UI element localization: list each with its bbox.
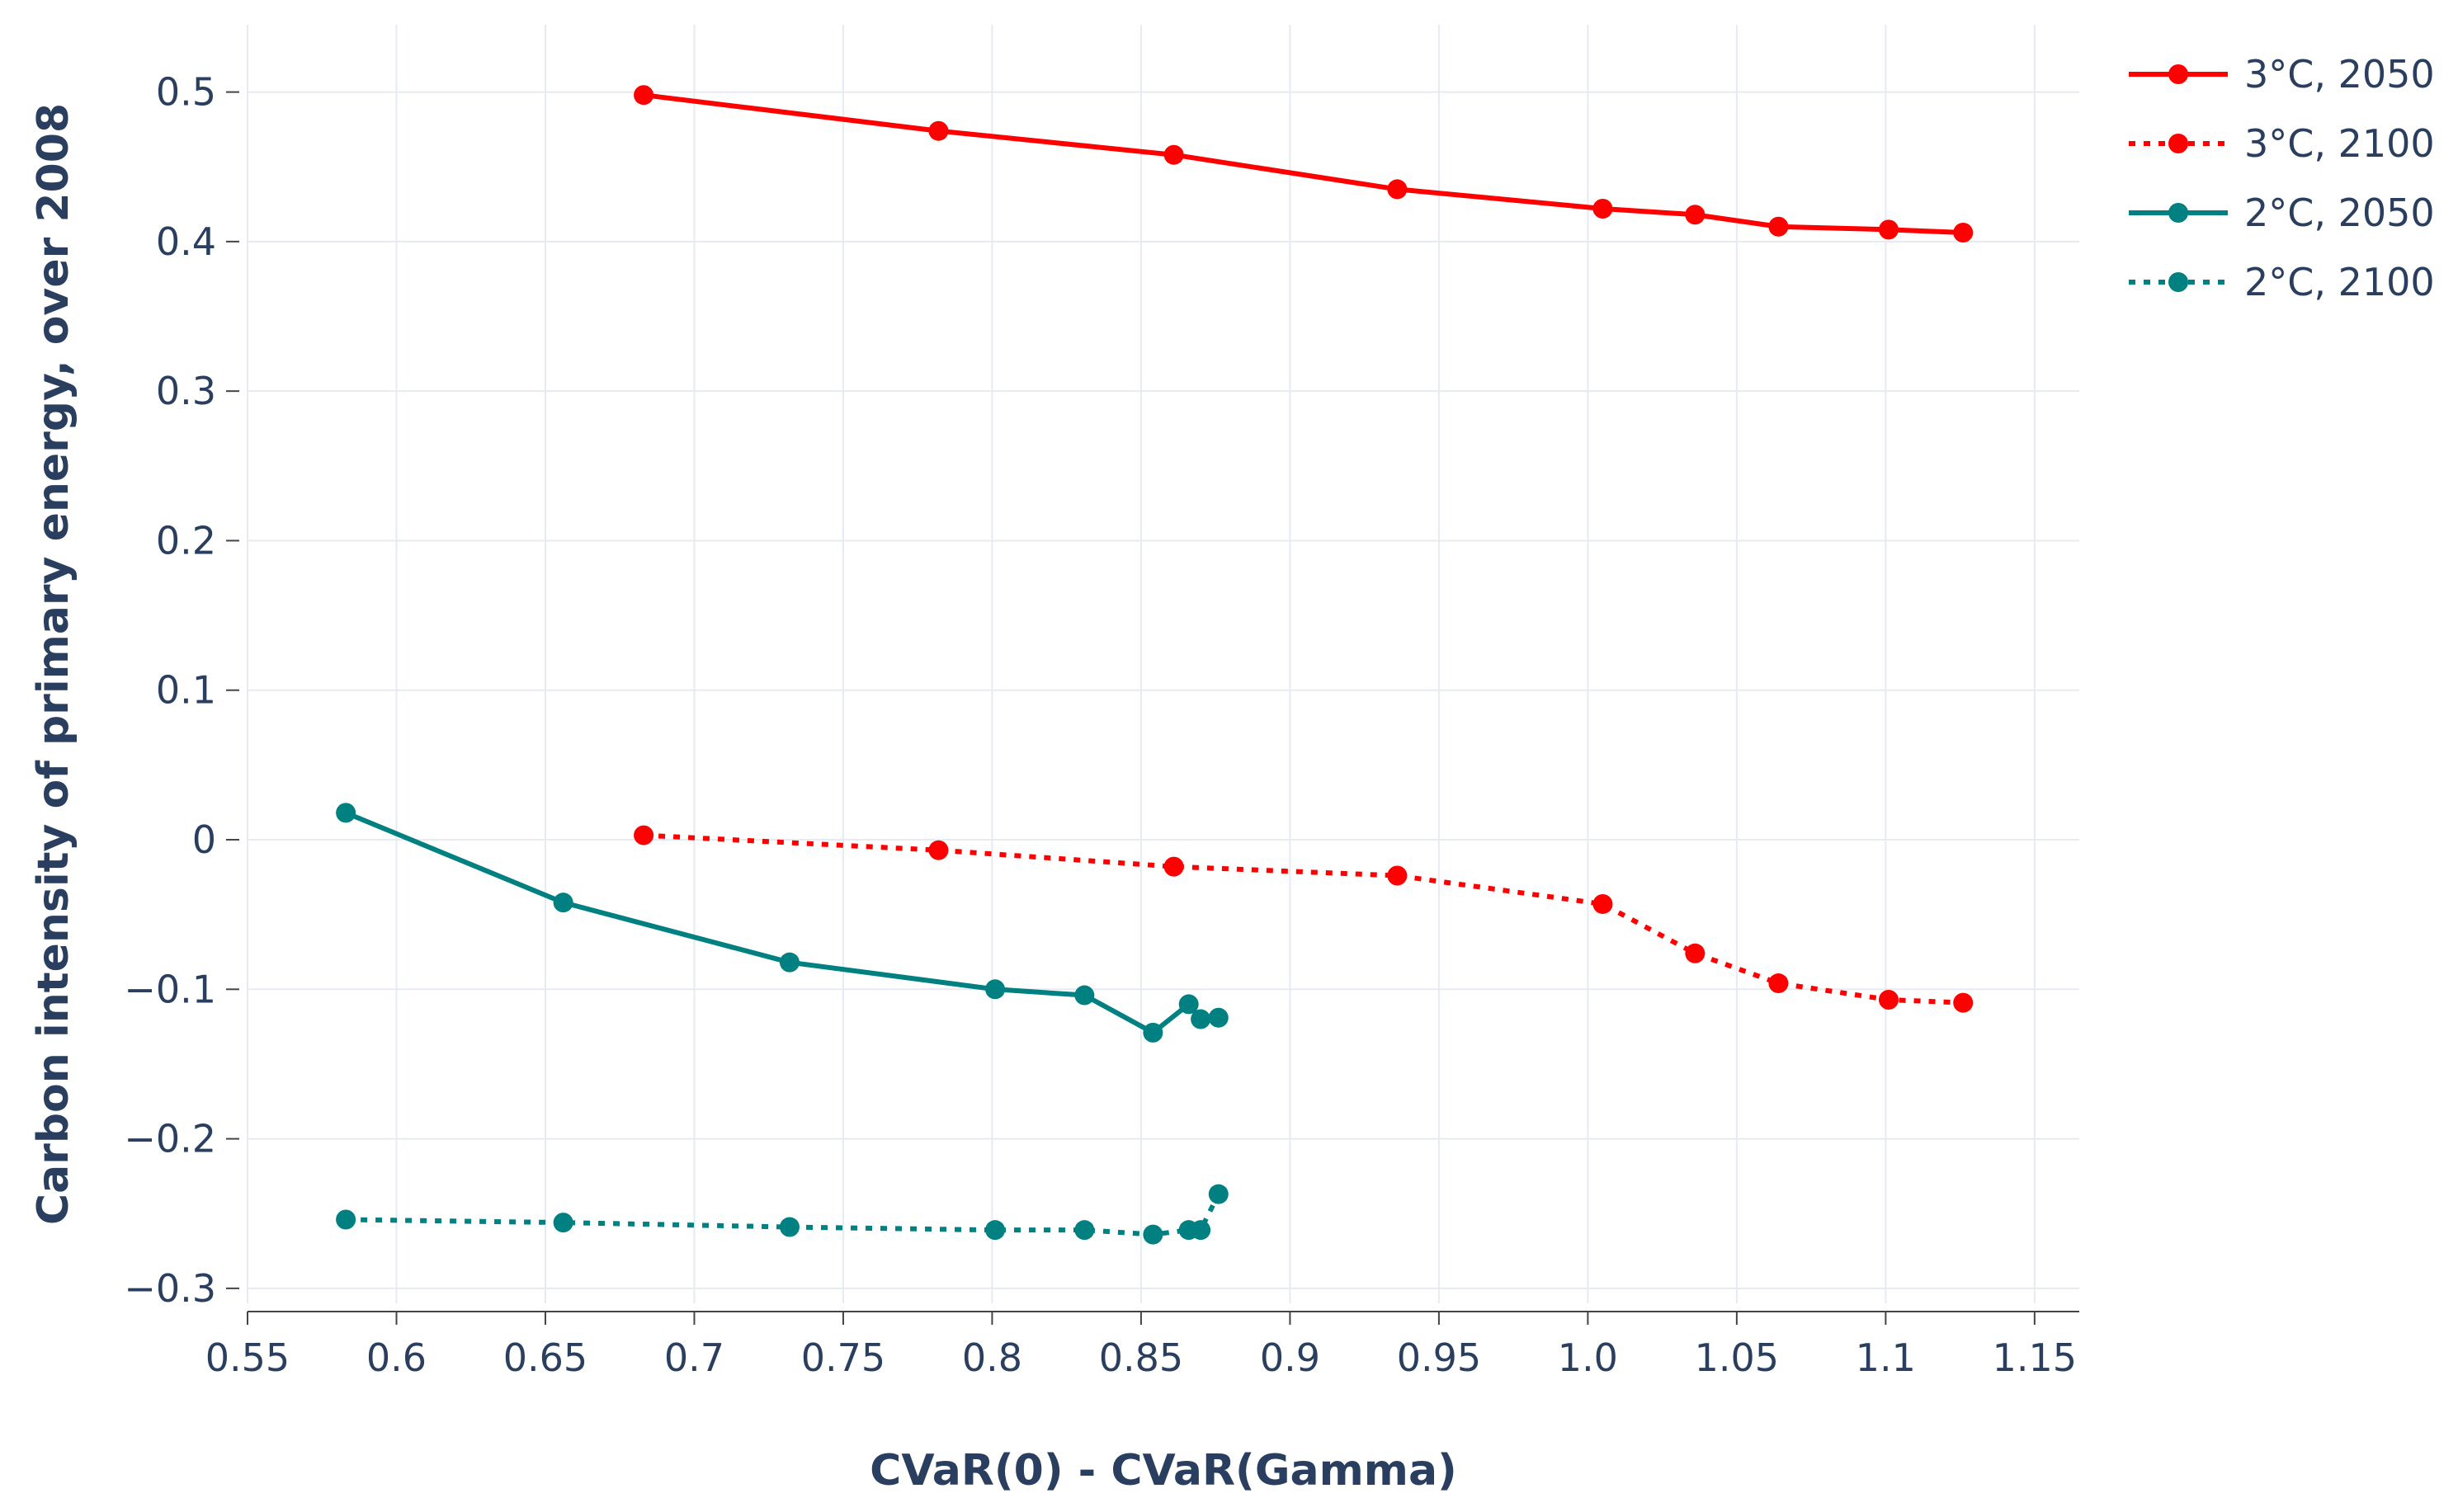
y-tick-label: 0 bbox=[192, 817, 216, 862]
x-tick-label: 1.15 bbox=[1993, 1335, 2077, 1380]
data-point bbox=[985, 1220, 1006, 1241]
x-axis-title: CVaR(0) - CVaR(Gamma) bbox=[870, 1446, 1457, 1496]
data-point bbox=[1178, 994, 1199, 1015]
legend-swatch-marker bbox=[2168, 272, 2188, 292]
y-tick-label: 0.3 bbox=[156, 369, 216, 413]
x-tick-label: 1.1 bbox=[1856, 1335, 1916, 1380]
data-point bbox=[779, 1217, 800, 1237]
data-point bbox=[1208, 1184, 1229, 1204]
data-point bbox=[1074, 985, 1095, 1006]
x-tick-label: 0.75 bbox=[801, 1335, 885, 1380]
y-tick-label: 0.1 bbox=[156, 668, 216, 713]
legend-swatch-marker bbox=[2168, 64, 2188, 84]
data-point bbox=[1143, 1022, 1163, 1043]
data-point bbox=[1208, 1007, 1229, 1028]
x-tick-label: 0.6 bbox=[366, 1335, 427, 1380]
x-tick-label: 0.9 bbox=[1260, 1335, 1320, 1380]
data-point bbox=[928, 120, 949, 141]
x-tick-label: 0.95 bbox=[1397, 1335, 1481, 1380]
x-tick-label: 0.8 bbox=[962, 1335, 1022, 1380]
data-point bbox=[634, 85, 654, 106]
x-tick-label: 1.05 bbox=[1695, 1335, 1779, 1380]
x-tick-label: 0.7 bbox=[664, 1335, 724, 1380]
data-point bbox=[1685, 943, 1706, 963]
y-axis-title: Carbon intensity of primary energy, over… bbox=[29, 103, 78, 1225]
y-tick-label: 0.4 bbox=[156, 219, 216, 264]
data-point bbox=[336, 1209, 356, 1230]
data-point bbox=[1685, 205, 1706, 225]
legend-label: 3°C, 2100 bbox=[2244, 121, 2435, 166]
data-point bbox=[1387, 865, 1408, 886]
x-tick-label: 0.55 bbox=[205, 1335, 290, 1380]
data-point bbox=[553, 1213, 573, 1233]
data-point bbox=[1592, 893, 1613, 914]
x-tick-label: 0.65 bbox=[503, 1335, 587, 1380]
data-point bbox=[779, 952, 800, 973]
data-point bbox=[1878, 219, 1899, 240]
data-point bbox=[928, 840, 949, 860]
x-tick-label: 0.85 bbox=[1099, 1335, 1183, 1380]
y-tick-label: 0.2 bbox=[156, 518, 216, 563]
data-point bbox=[1163, 144, 1184, 165]
y-tick-label: −0.2 bbox=[124, 1117, 216, 1161]
legend-label: 3°C, 2050 bbox=[2244, 52, 2435, 97]
data-point bbox=[553, 893, 573, 913]
legend-label: 2°C, 2100 bbox=[2244, 260, 2435, 304]
data-point bbox=[1191, 1220, 1211, 1241]
y-tick-label: −0.3 bbox=[124, 1266, 216, 1311]
y-tick-label: 0.5 bbox=[156, 70, 216, 115]
data-point bbox=[1953, 992, 1974, 1013]
x-tick-label: 1.0 bbox=[1558, 1335, 1618, 1380]
legend-swatch-marker bbox=[2168, 203, 2188, 223]
data-point bbox=[1191, 1009, 1211, 1029]
data-point bbox=[1387, 179, 1408, 200]
data-point bbox=[1163, 856, 1184, 877]
legend-label: 2°C, 2050 bbox=[2244, 191, 2435, 235]
series-lines bbox=[336, 85, 1974, 1245]
data-point bbox=[1074, 1220, 1095, 1241]
data-point bbox=[634, 825, 654, 845]
legend-swatch-marker bbox=[2168, 134, 2188, 153]
series-line bbox=[643, 832, 1964, 1006]
axes: 0.55 0.6 0.65 0.7 0.75 0.8 0.85 0.9 0.95 1.0 1.05 1… bbox=[124, 70, 2079, 1380]
data-point bbox=[1953, 222, 1974, 243]
data-point bbox=[1768, 216, 1789, 237]
data-point bbox=[1143, 1224, 1163, 1245]
data-point bbox=[985, 979, 1006, 1000]
data-point bbox=[1878, 989, 1899, 1010]
data-point bbox=[336, 803, 356, 823]
legend: 3°C, 2050 3°C, 2100 2°C, 2050 2°C, 2100 bbox=[2129, 52, 2435, 304]
y-tick-label: −0.1 bbox=[124, 967, 216, 1011]
data-point bbox=[1768, 973, 1789, 994]
data-point bbox=[1592, 198, 1613, 219]
